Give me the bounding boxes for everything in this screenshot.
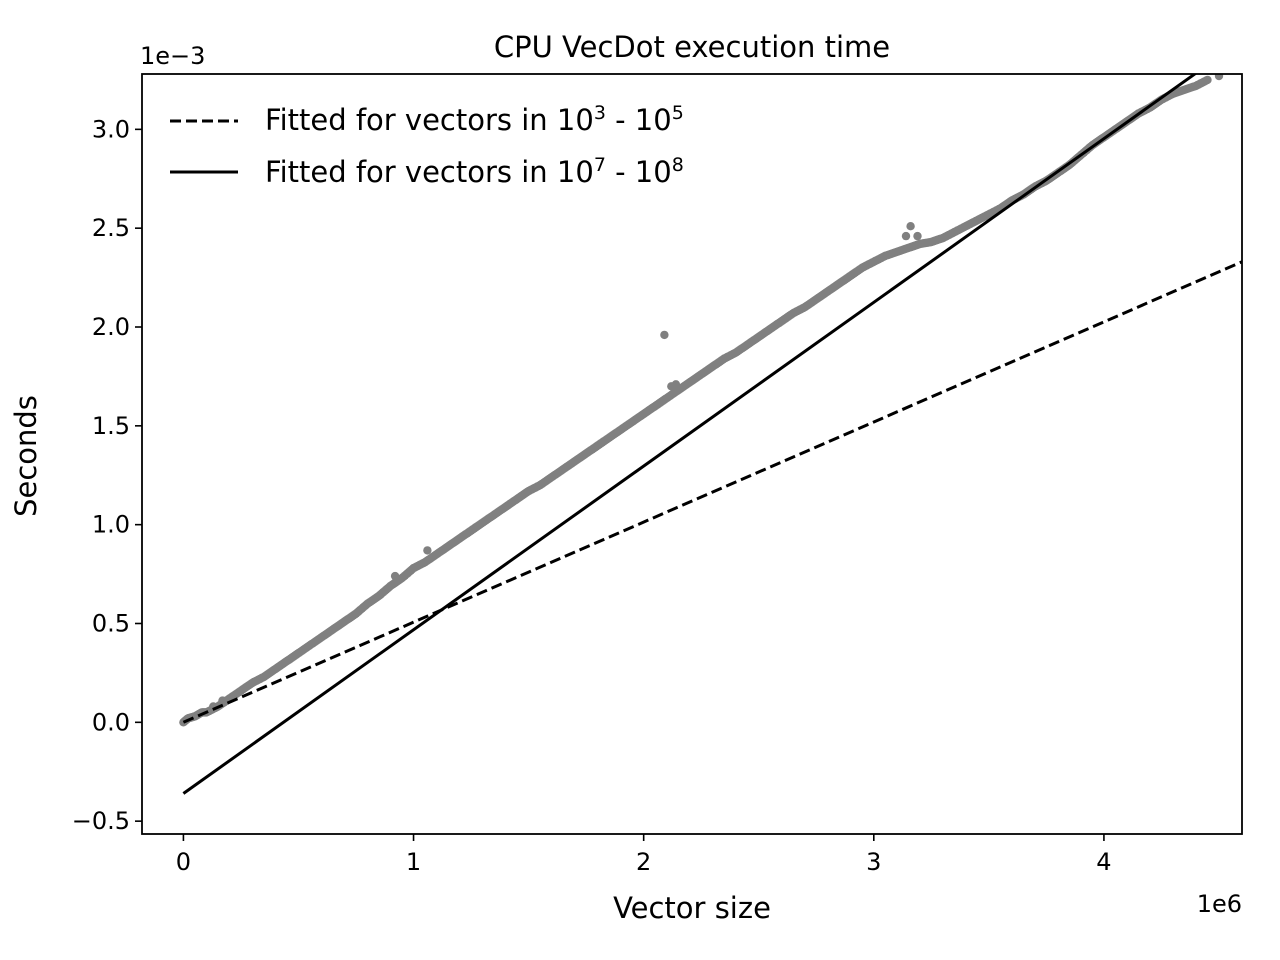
fit-lines	[182, 74, 1242, 795]
x-axis-ticks: 0 1 2 3 4	[176, 834, 1112, 876]
data-point	[906, 222, 915, 231]
data-point	[901, 231, 911, 241]
y-offset-label: 1e−3	[140, 42, 205, 70]
x-tick-label: 0	[176, 848, 191, 876]
legend-label-solid: Fitted for vectors in 107 - 108	[265, 154, 684, 189]
y-tick-label: 3.0	[92, 115, 130, 143]
chart-title: CPU VecDot execution time	[494, 30, 890, 64]
y-tick-label: −0.5	[72, 807, 130, 835]
x-offset-label: 1e6	[1197, 890, 1242, 918]
legend: Fitted for vectors in 103 - 105 Fitted f…	[170, 102, 684, 189]
data-point	[423, 546, 432, 555]
x-tick-label: 4	[1096, 848, 1111, 876]
data-point	[1214, 74, 1224, 81]
y-tick-label: 1.5	[92, 412, 130, 440]
x-axis-label: Vector size	[613, 891, 771, 925]
y-axis-ticks: −0.5 0.0 0.5 1.0 1.5 2.0 2.5 3.0	[72, 115, 142, 835]
data-point	[913, 231, 922, 241]
fit-line-dashed	[182, 260, 1242, 724]
plot-area	[179, 74, 1242, 795]
y-tick-label: 0.0	[92, 708, 130, 736]
plot-frame	[141, 73, 1243, 835]
y-tick-label: 2.0	[92, 313, 130, 341]
data-point	[1201, 76, 1211, 85]
data-point	[660, 330, 669, 340]
x-tick-label: 2	[636, 848, 651, 876]
x-tick-label: 3	[866, 848, 881, 876]
y-axis-label: Seconds	[9, 395, 43, 517]
x-tick-label: 1	[406, 848, 421, 876]
y-tick-label: 0.5	[92, 609, 130, 637]
y-tick-label: 1.0	[92, 511, 130, 539]
y-tick-label: 2.5	[92, 214, 130, 242]
legend-label-dashed: Fitted for vectors in 103 - 105	[265, 102, 684, 137]
fit-line-solid	[182, 74, 1198, 795]
